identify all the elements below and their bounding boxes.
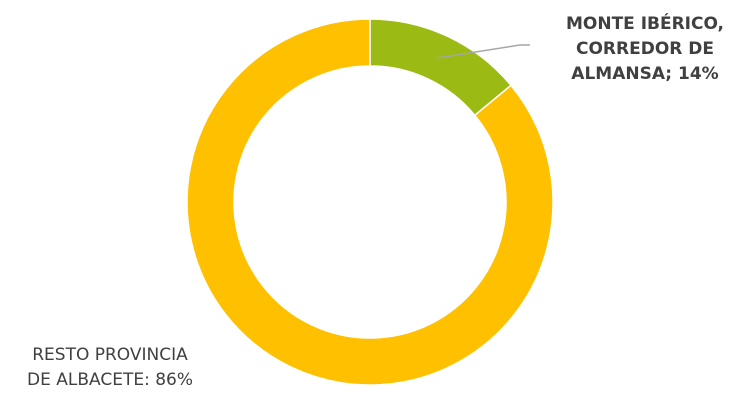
data-label-resto-provincia: RESTO PROVINCIA DE ALBACETE: 86% [4, 343, 216, 393]
data-label-line: MONTE IBÉRICO, [540, 12, 750, 37]
data-label-line: RESTO PROVINCIA [4, 343, 216, 368]
data-label-monte-iberico: MONTE IBÉRICO, CORREDOR DE ALMANSA; 14% [540, 12, 750, 87]
donut-slice-0 [370, 19, 511, 115]
donut-slices [187, 19, 553, 385]
data-label-line: CORREDOR DE [540, 37, 750, 62]
data-label-line: DE ALBACETE: 86% [4, 368, 216, 393]
data-label-line: ALMANSA; 14% [540, 62, 750, 87]
